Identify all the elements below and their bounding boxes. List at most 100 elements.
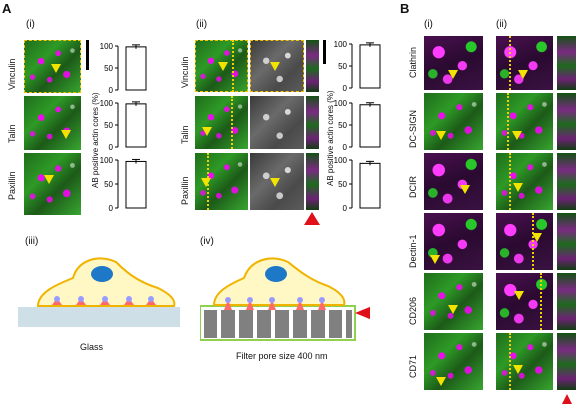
row-label-clathrin: Clathrin [408, 46, 418, 78]
bar-chart-a-ii-vinculin: 0 50 100 [334, 40, 381, 92]
orthogonal-view-dcir [557, 153, 576, 210]
arrowhead-icon [436, 377, 446, 386]
arrowhead-icon [270, 178, 280, 187]
cell-nucleus [91, 266, 113, 282]
glass-substrate [18, 307, 180, 327]
line-profile [540, 273, 542, 330]
schematic-filter [200, 257, 370, 341]
line-profile [231, 96, 233, 149]
micrograph-b-ii-dc-sign [496, 93, 553, 150]
row-label-vinculin: Vinculin [7, 58, 17, 90]
y-tick-label: 0 [343, 84, 348, 92]
micrograph-a-ii-talin-merge [195, 96, 248, 149]
caption-glass: Glass [80, 342, 104, 352]
bar [359, 44, 381, 89]
row-label-dectin-1: Dectin-1 [408, 234, 418, 268]
bar-chart-a-i-paxillin: 0 50 100 [100, 156, 147, 212]
scale-bar [323, 40, 326, 64]
arrowhead-icon [436, 131, 446, 140]
orthogonal-view-dectin-1 [557, 213, 576, 270]
orthogonal-view-clathrin [557, 36, 576, 90]
row-label-cd71: CD71 [408, 354, 418, 378]
orthogonal-view-paxillin [306, 153, 319, 210]
arrowhead-icon [270, 62, 280, 71]
y-tick-label: 100 [100, 156, 114, 165]
panel-label-b: B [400, 1, 410, 16]
arrowhead-icon [518, 70, 528, 79]
orthogonal-view-talin [306, 96, 319, 149]
bar-chart-a-ii-talin: 0 50 100 [334, 99, 381, 151]
micrograph-a-ii-vinculin-merge [195, 40, 248, 92]
y-tick-label: 100 [334, 40, 348, 49]
arrowhead-icon [430, 255, 440, 264]
panel-label-a-iii: (iii) [25, 236, 39, 247]
scale-bar [86, 40, 89, 70]
micrograph-b-ii-clathrin [496, 36, 553, 90]
y-tick-label: 0 [343, 143, 348, 151]
arrowhead-icon [514, 291, 524, 300]
y-tick-label: 0 [109, 204, 114, 212]
panel-label-b-i: (i) [424, 19, 433, 30]
line-profile [507, 93, 509, 150]
arrowhead-icon [448, 70, 458, 79]
arrowhead-icon [44, 175, 54, 184]
filter-pores [204, 310, 352, 338]
arrowhead-icon [51, 64, 61, 73]
orthogonal-view-cd71 [557, 333, 576, 390]
schematic-glass [18, 257, 180, 327]
line-profile [509, 36, 511, 90]
micrograph-a-ii-paxillin-merge [195, 153, 248, 210]
bar-chart-a-i-talin: 0 50 100 [100, 99, 147, 151]
panel-label-b-ii: (ii) [496, 19, 508, 30]
bar [125, 160, 147, 209]
micrograph-a-ii-paxillin-gray [250, 153, 304, 210]
y-tick-label: 50 [104, 121, 113, 130]
panel-label-a-i: (i) [26, 19, 35, 30]
arrowhead-icon [201, 178, 211, 187]
row-label-talin: Talin [180, 125, 190, 144]
red-arrow-up-shape [562, 394, 572, 404]
y-tick-label: 0 [109, 143, 114, 151]
micrograph-b-ii-dectin-1 [496, 213, 553, 270]
line-profile [232, 40, 234, 92]
bar-chart-a-i-vinculin: 0 50 100 [100, 42, 147, 94]
arrowhead-icon [460, 185, 470, 194]
arrowhead-icon [513, 183, 523, 192]
micrograph-b-i-dectin-1 [424, 213, 483, 270]
micrograph-b-i-cd71 [424, 333, 483, 390]
micrograph-b-i-clathrin [424, 36, 483, 90]
orthogonal-view-vinculin [306, 40, 319, 92]
cell-body [36, 257, 176, 307]
arrowhead-icon [218, 62, 228, 71]
micrograph-b-ii-cd71 [496, 333, 553, 390]
y-tick-label: 50 [338, 180, 347, 189]
y-tick-label: 50 [338, 62, 347, 71]
podosome-row [224, 297, 326, 310]
podosome-row [52, 296, 156, 305]
y-tick-label: 50 [338, 121, 347, 130]
micrograph-a-ii-talin-gray [250, 96, 304, 149]
y-tick-label: 50 [104, 64, 113, 73]
bar [125, 46, 147, 91]
micrograph-a-ii-vinculin-gray [250, 40, 304, 92]
y-tick-label: 100 [100, 42, 114, 51]
arrowhead-icon [448, 305, 458, 314]
red-arrow-up-icon [562, 394, 572, 404]
y-axis-label-a-ii: AB positive actin cores (%) [326, 90, 335, 186]
micrograph-a-i-vinculin [24, 40, 81, 93]
red-arrow-up-shape [304, 212, 320, 225]
bar [359, 104, 381, 148]
arrowhead-icon [513, 365, 523, 374]
panel-label-a: A [2, 1, 12, 16]
micrograph-b-ii-cd206 [496, 273, 553, 330]
row-label-dc-sign: DC-SIGN [408, 110, 418, 148]
bar [125, 103, 147, 148]
red-arrow-up-icon [304, 212, 320, 225]
cell-body [212, 257, 346, 306]
micrograph-a-i-paxillin [24, 153, 81, 215]
line-profile [509, 153, 511, 210]
micrograph-b-i-dc-sign [424, 93, 483, 150]
orthogonal-view-cd206 [557, 273, 576, 330]
arrowhead-icon [512, 131, 522, 140]
arrowhead-icon [532, 233, 542, 242]
